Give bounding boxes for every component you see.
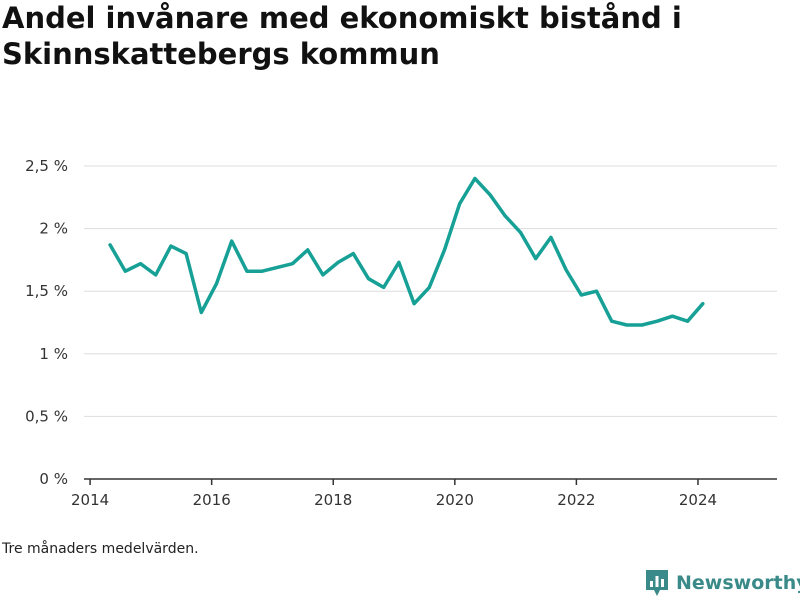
data-point xyxy=(215,282,219,286)
brand-name: Newsworthy xyxy=(676,572,800,594)
data-point xyxy=(275,265,279,269)
data-point xyxy=(260,269,264,273)
data-point xyxy=(503,214,507,218)
data-point xyxy=(534,257,538,261)
x-tick-label: 2020 xyxy=(436,491,474,509)
data-point xyxy=(564,268,568,272)
data-point xyxy=(351,252,355,256)
data-point xyxy=(640,323,644,327)
data-point xyxy=(594,289,598,293)
data-point xyxy=(108,243,112,247)
brand-logo[interactable]: Newsworthy xyxy=(644,568,800,598)
data-point xyxy=(579,293,583,297)
x-tick-label: 2024 xyxy=(679,491,717,509)
data-point xyxy=(549,235,553,239)
data-point xyxy=(154,273,158,277)
series-line xyxy=(108,176,705,327)
x-tick-label: 2022 xyxy=(557,491,595,509)
data-point xyxy=(123,269,127,273)
chart-title: Andel invånare med ekonomiskt bistånd i … xyxy=(2,1,682,71)
y-tick-label: 2,5 % xyxy=(25,157,68,175)
x-tick-label: 2016 xyxy=(193,491,231,509)
data-point xyxy=(139,262,143,266)
data-point xyxy=(382,285,386,289)
data-point xyxy=(686,319,690,323)
data-point xyxy=(518,230,522,234)
data-point xyxy=(442,248,446,252)
data-point xyxy=(701,302,705,306)
x-tick-label: 2018 xyxy=(314,491,352,509)
data-point xyxy=(427,285,431,289)
y-tick-label: 1,5 % xyxy=(25,282,68,300)
data-point xyxy=(321,273,325,277)
data-point xyxy=(245,269,249,273)
data-point xyxy=(230,239,234,243)
data-point xyxy=(184,252,188,256)
data-point xyxy=(625,323,629,327)
data-point xyxy=(458,202,462,206)
data-point xyxy=(397,260,401,264)
y-tick-label: 2 % xyxy=(39,220,68,238)
x-tick-label: 2014 xyxy=(71,491,109,509)
data-point xyxy=(670,314,674,318)
data-point xyxy=(366,277,370,281)
data-point xyxy=(610,319,614,323)
y-tick-label: 0,5 % xyxy=(25,407,68,425)
data-point xyxy=(488,193,492,197)
data-point xyxy=(473,177,477,181)
data-point xyxy=(412,302,416,306)
data-point xyxy=(336,260,340,264)
footnote: Tre månaders medelvärden. xyxy=(2,541,199,557)
data-point xyxy=(655,319,659,323)
y-tick-label: 0 % xyxy=(39,470,68,488)
data-point xyxy=(306,248,310,252)
data-point xyxy=(291,262,295,266)
y-tick-label: 1 % xyxy=(39,345,68,363)
data-point xyxy=(169,244,173,248)
data-point xyxy=(199,310,203,314)
newsworthy-logo-icon xyxy=(646,570,668,596)
